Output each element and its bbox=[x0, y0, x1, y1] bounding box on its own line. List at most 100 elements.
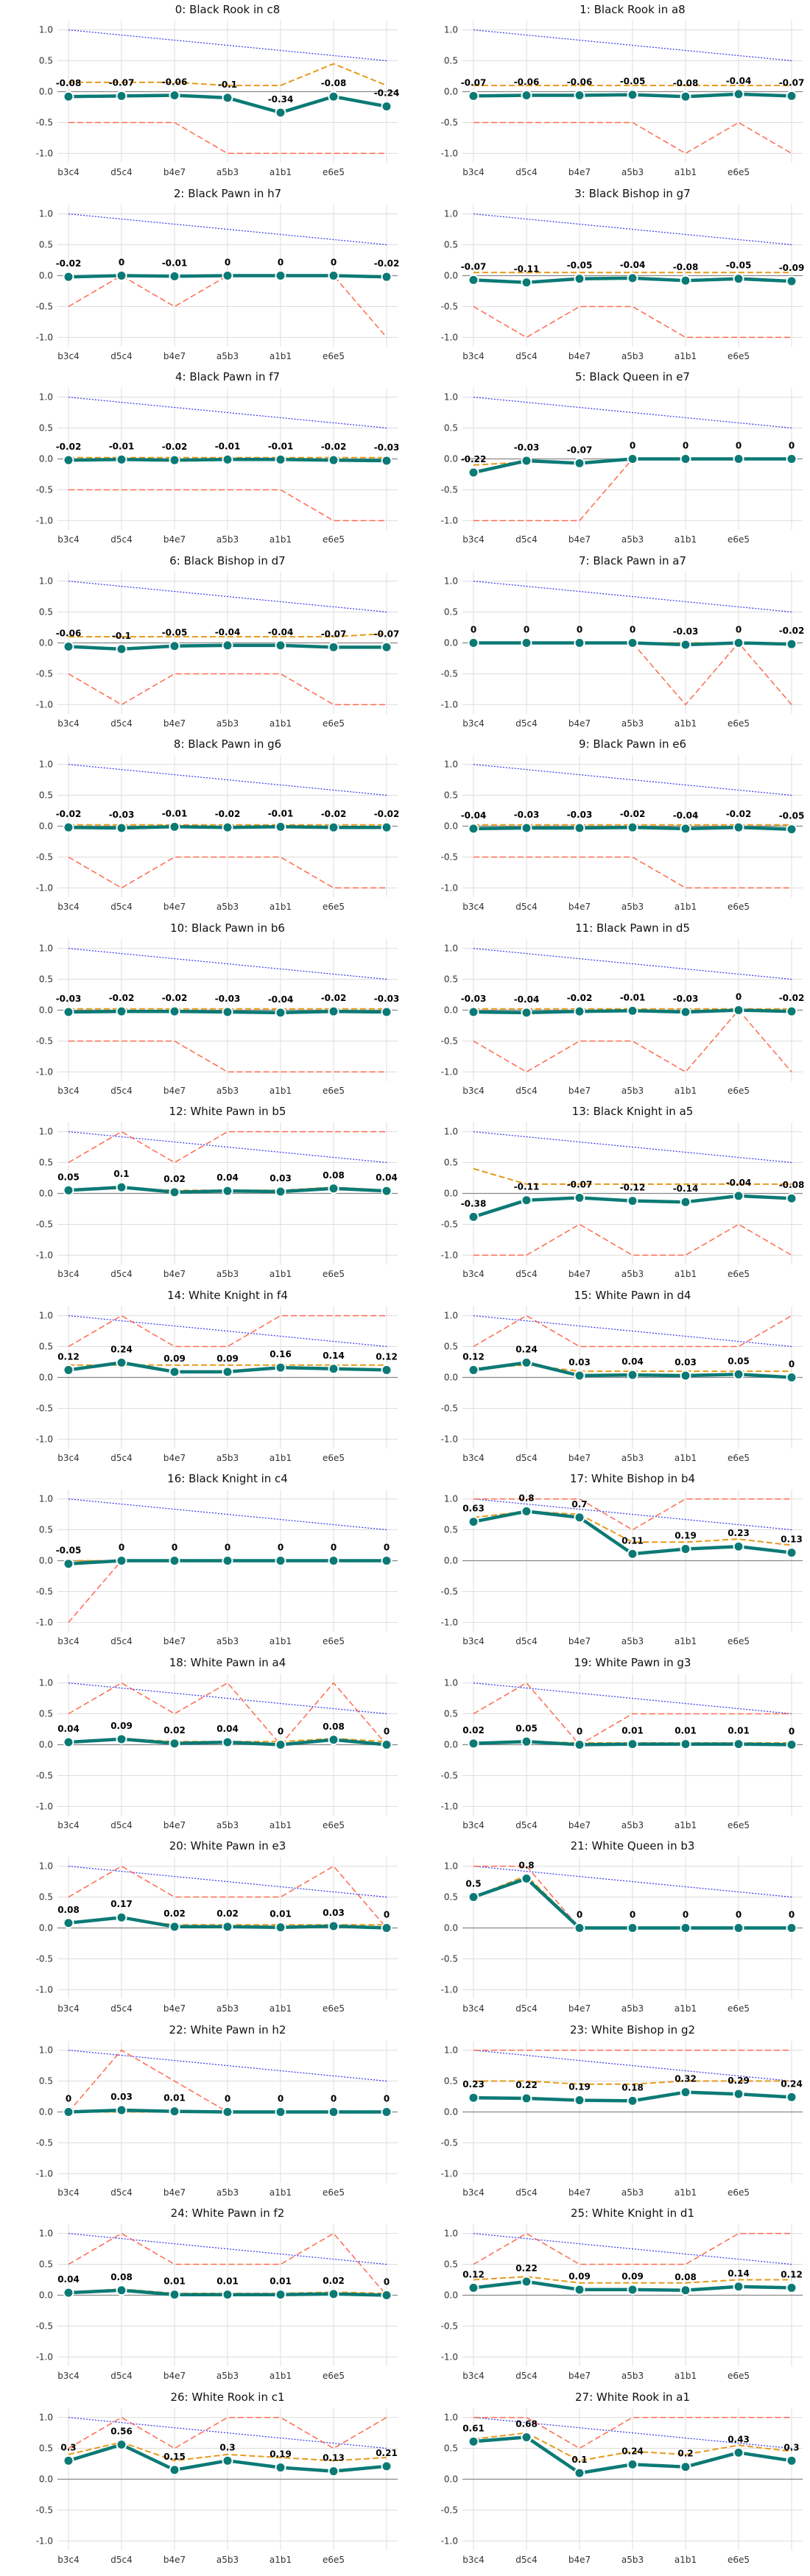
y-tick-label: 0.5 bbox=[444, 56, 458, 66]
data-point bbox=[328, 454, 339, 466]
y-tick-label: 0.0 bbox=[39, 2474, 53, 2484]
x-tick-label: a5b3 bbox=[621, 1636, 644, 1646]
data-point bbox=[680, 1922, 691, 1933]
data-point bbox=[275, 453, 286, 465]
data-label: 0.24 bbox=[515, 1344, 538, 1354]
data-label: 0.08 bbox=[323, 1170, 345, 1181]
data-point bbox=[328, 1733, 339, 1745]
data-point bbox=[169, 2105, 180, 2117]
x-tick-label: b3c4 bbox=[462, 1086, 484, 1096]
chart-panel-25: 25: White Knight in d1 -1.0 -0.5 0.0 0.5 1.0 b… bbox=[441, 2207, 803, 2381]
red-dashed-line bbox=[68, 489, 387, 522]
y-tick-label: -1.0 bbox=[36, 1984, 53, 1995]
x-tick-label: d5c4 bbox=[515, 351, 537, 361]
x-tick-label: a5b3 bbox=[621, 534, 644, 545]
y-tick-label: -0.5 bbox=[441, 1219, 458, 1229]
x-tick-label: a1b1 bbox=[270, 1269, 292, 1279]
data-label: 0.1 bbox=[571, 2455, 587, 2465]
data-label: -0.02 bbox=[567, 993, 593, 1003]
x-tick-label: b4e7 bbox=[163, 1453, 186, 1463]
data-point bbox=[169, 2289, 180, 2301]
blue-reference-line bbox=[473, 2416, 792, 2449]
data-point bbox=[786, 1371, 797, 1383]
data-label: -0.08 bbox=[321, 78, 347, 88]
y-tick-label: -1.0 bbox=[36, 2536, 53, 2546]
x-tick-label: a1b1 bbox=[270, 1820, 292, 1830]
data-label: -0.03 bbox=[109, 810, 135, 820]
x-tick-label: a5b3 bbox=[621, 2555, 644, 2565]
data-label: 0 bbox=[278, 1726, 284, 1736]
data-point bbox=[680, 1006, 691, 1018]
x-tick-label: d5c4 bbox=[515, 902, 537, 912]
x-tick-label: b3c4 bbox=[462, 534, 484, 545]
y-tick-label: 0.0 bbox=[444, 2474, 458, 2484]
panel-title: 18: White Pawn in a4 bbox=[169, 1656, 286, 1669]
x-tick-label: a5b3 bbox=[621, 1453, 644, 1463]
x-tick-label: a5b3 bbox=[216, 1086, 239, 1096]
data-label: 0.12 bbox=[781, 2269, 803, 2279]
x-tick-label: b4e7 bbox=[163, 1636, 186, 1646]
y-tick-label: 1.0 bbox=[39, 25, 53, 35]
x-tick-label: b3c4 bbox=[462, 718, 484, 729]
blue-reference-line bbox=[68, 1866, 387, 1898]
x-tick-label: d5c4 bbox=[515, 2003, 537, 2014]
data-label: 0.04 bbox=[57, 2274, 80, 2285]
chart-panel-20: 20: White Pawn in e3 -1.0 -0.5 0.0 0.5 1.0 b3c… bbox=[36, 1839, 398, 2014]
data-label: 0.08 bbox=[675, 2272, 697, 2282]
data-label: -0.05 bbox=[162, 627, 188, 637]
y-tick-label: 0.5 bbox=[39, 56, 53, 66]
data-point bbox=[733, 1540, 744, 1552]
x-tick-label: b3c4 bbox=[57, 1820, 79, 1830]
x-tick-label: a1b1 bbox=[675, 2555, 697, 2565]
x-tick-label: d5c4 bbox=[515, 534, 537, 545]
data-label: -0.14 bbox=[673, 1183, 699, 1194]
data-label: -0.02 bbox=[726, 809, 752, 819]
chart-panel-6: 6: Black Bishop in d7 -1.0 -0.5 0.0 0.5 1.0 b3… bbox=[36, 554, 400, 729]
data-label: 0 bbox=[577, 1910, 582, 1920]
data-label: 0.22 bbox=[515, 2080, 538, 2090]
data-point bbox=[521, 1872, 532, 1884]
data-label: 0.04 bbox=[621, 1356, 644, 1367]
data-point bbox=[733, 1922, 744, 1933]
x-tick-label: d5c4 bbox=[110, 902, 132, 912]
red-dashed-line bbox=[68, 121, 387, 155]
y-tick-label: -1.0 bbox=[441, 1984, 458, 1995]
x-tick-label: a5b3 bbox=[621, 2187, 644, 2198]
data-label: 0.43 bbox=[728, 2434, 750, 2444]
data-point bbox=[468, 1211, 479, 1222]
chart-panel-2: 2: Black Pawn in h7 -1.0 -0.5 0.0 0.5 1.0 b3c4… bbox=[36, 187, 400, 361]
data-label: 0.24 bbox=[110, 1344, 133, 1354]
data-label: -0.07 bbox=[779, 77, 805, 88]
y-tick-label: -0.5 bbox=[441, 668, 458, 679]
data-label: 0.09 bbox=[216, 1353, 239, 1363]
data-point bbox=[222, 1006, 233, 1018]
data-label: -0.05 bbox=[56, 1546, 82, 1556]
x-tick-label: b3c4 bbox=[462, 2371, 484, 2381]
y-tick-label: 1.0 bbox=[39, 1310, 53, 1320]
y-tick-label: 1.0 bbox=[39, 1861, 53, 1872]
data-label: -0.06 bbox=[56, 628, 82, 638]
blue-reference-line bbox=[473, 1866, 792, 1898]
data-label: 0.01 bbox=[270, 2276, 292, 2287]
data-label: -0.04 bbox=[461, 810, 487, 821]
data-label: -0.03 bbox=[374, 994, 400, 1004]
y-tick-label: 0.0 bbox=[39, 1923, 53, 1933]
data-point bbox=[328, 269, 339, 281]
x-tick-label: e6e5 bbox=[728, 2555, 750, 2565]
x-tick-label: a1b1 bbox=[270, 167, 292, 177]
data-label: 0.17 bbox=[110, 1899, 133, 1909]
x-tick-label: d5c4 bbox=[110, 351, 132, 361]
data-label: 0 bbox=[577, 1726, 582, 1736]
panel-title: 1: Black Rook in a8 bbox=[580, 3, 685, 16]
data-point bbox=[63, 2287, 74, 2299]
data-label: 0.01 bbox=[270, 1909, 292, 1919]
data-point bbox=[786, 1005, 797, 1017]
data-point bbox=[627, 821, 638, 833]
data-label: -0.05 bbox=[620, 77, 646, 87]
x-tick-label: d5c4 bbox=[110, 2555, 132, 2565]
data-point bbox=[381, 271, 392, 283]
data-label: 0.09 bbox=[110, 1720, 133, 1730]
x-tick-label: b3c4 bbox=[57, 2555, 79, 2565]
data-label: 0 bbox=[119, 257, 124, 267]
